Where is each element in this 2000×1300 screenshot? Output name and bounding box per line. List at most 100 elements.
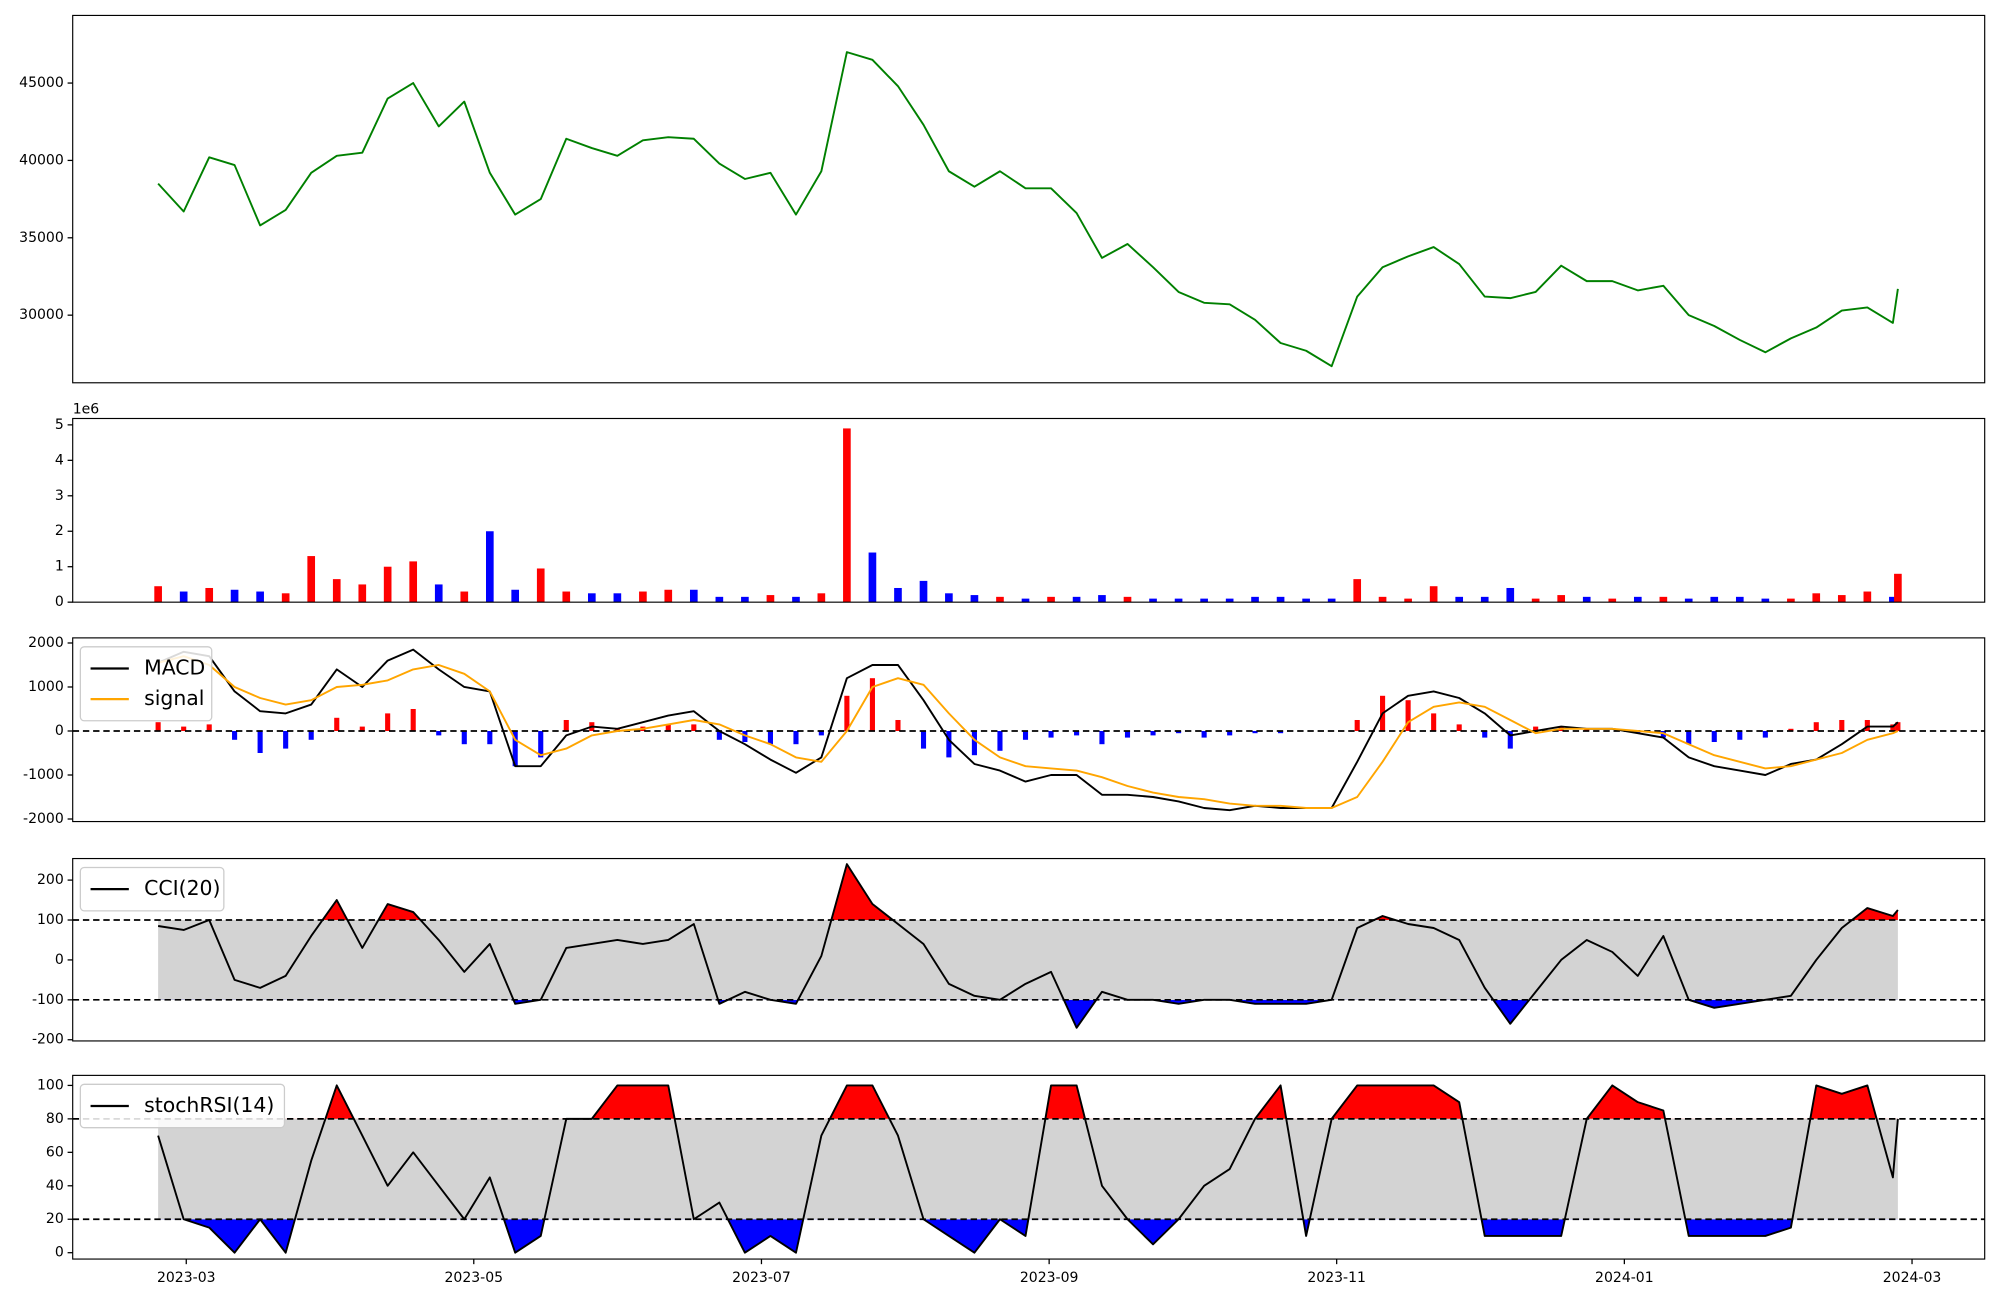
- histogram-bar: [283, 730, 289, 749]
- y-tick-label: 80: [46, 1111, 64, 1127]
- histogram-bar: [1813, 722, 1819, 731]
- histogram-bar: [155, 722, 161, 731]
- volume-bar: [843, 428, 851, 603]
- volume-bar: [307, 556, 316, 603]
- y-tick-label: 20: [46, 1211, 64, 1227]
- y-tick-label: 0: [55, 594, 64, 610]
- volume-bar: [894, 587, 902, 603]
- histogram-bar: [512, 730, 518, 767]
- volume-bar: [1123, 596, 1132, 603]
- volume-bar: [817, 593, 826, 603]
- series-line: [157, 655, 1899, 809]
- legend-label: CCI(20): [144, 876, 220, 900]
- histogram-bar: [691, 724, 697, 731]
- histogram-bar: [1895, 722, 1901, 731]
- x-tick-label: 2023-11: [1307, 1270, 1366, 1286]
- histogram-bar: [1482, 730, 1488, 738]
- volume-bar: [511, 589, 520, 603]
- volume-bar: [256, 591, 264, 603]
- y-tick-label: 40: [46, 1178, 64, 1194]
- histogram-bar: [257, 730, 263, 753]
- neutral-band: [158, 920, 1898, 1000]
- volume-bar: [1149, 598, 1157, 603]
- histogram-bar: [563, 719, 569, 731]
- y-tick-label: -100: [32, 992, 64, 1008]
- histogram-bar: [997, 730, 1003, 751]
- plot-frame: [72, 1074, 1986, 1260]
- volume-bar: [434, 584, 443, 603]
- plot-frame: [72, 857, 1986, 1042]
- histogram-bar: [1201, 730, 1207, 738]
- y-tick-label: 45000: [19, 75, 64, 91]
- histogram-bar: [1839, 719, 1845, 731]
- histogram-bar: [1431, 713, 1437, 731]
- volume-bar: [1200, 598, 1208, 603]
- volume-bar: [1812, 593, 1821, 603]
- volume-bar: [664, 589, 673, 603]
- volume-bar: [1072, 596, 1081, 603]
- histogram-bar: [1533, 726, 1539, 731]
- legend: MACD signal: [79, 646, 213, 722]
- histogram-bar: [1737, 730, 1743, 740]
- legend: CCI(20): [79, 866, 225, 912]
- histogram-bar: [1686, 730, 1692, 745]
- histogram-bar: [308, 730, 314, 740]
- histogram-bar: [359, 726, 365, 731]
- histogram-bar: [181, 726, 187, 731]
- y-tick-label: 0: [55, 952, 64, 968]
- volume-bar: [919, 580, 928, 603]
- histogram-bar: [920, 730, 927, 749]
- histogram-bar: [614, 728, 620, 731]
- y-tick-label: 30000: [19, 307, 64, 323]
- y-tick-label: 100: [37, 1077, 64, 1093]
- y-tick-label: 100: [37, 912, 64, 928]
- volume-bar: [766, 595, 775, 603]
- volume-bar: [383, 566, 392, 603]
- volume-bar: [689, 589, 698, 603]
- volume-bar: [715, 596, 724, 603]
- volume-bar: [1787, 598, 1795, 603]
- histogram-bar: [487, 730, 493, 745]
- x-tick-label: 2023-09: [1020, 1270, 1079, 1286]
- y-tick-label: -200: [32, 1032, 64, 1048]
- volume-bar: [945, 593, 953, 603]
- histogram-bar: [1252, 730, 1258, 734]
- volume-bar: [1047, 596, 1055, 603]
- histogram-bar: [742, 730, 748, 742]
- plot-area: [72, 15, 1985, 383]
- volume-bar: [1659, 596, 1668, 603]
- y-tick-label: 200: [37, 872, 64, 888]
- histogram-bar: [410, 708, 416, 731]
- volume-bar: [1455, 596, 1464, 603]
- volume-bar: [460, 591, 469, 603]
- histogram-bar: [461, 730, 467, 745]
- histogram-bar: [436, 730, 442, 736]
- plot-frame: [72, 637, 1986, 823]
- series-line: [157, 648, 1899, 812]
- y-tick-label: 0: [55, 1245, 64, 1261]
- volume-bar: [205, 587, 214, 603]
- y-tick-label: -1000: [23, 767, 64, 783]
- plot-area: [72, 637, 1985, 822]
- volume-bar: [230, 589, 239, 603]
- volume-bar: [613, 593, 622, 603]
- volume-bar: [1863, 591, 1872, 603]
- volume-bar: [1684, 598, 1693, 603]
- volume-bar: [1353, 579, 1362, 603]
- neutral-band: [158, 1118, 1898, 1220]
- volume-bar: [1225, 598, 1234, 603]
- histogram-bar: [1584, 728, 1590, 731]
- histogram-bar: [1354, 719, 1360, 731]
- volume-bar: [536, 568, 545, 603]
- volume-bar: [1429, 586, 1438, 603]
- legend: stochRSI(14): [79, 1083, 286, 1129]
- histogram-bar: [1762, 730, 1768, 738]
- histogram-bar: [767, 730, 773, 745]
- x-tick-label: 2024-03: [1883, 1270, 1942, 1286]
- histogram-bar: [385, 713, 391, 731]
- volume-bar: [868, 552, 877, 603]
- volume-bar: [741, 596, 749, 603]
- histogram-bar: [1074, 730, 1080, 736]
- volume-bar: [587, 593, 596, 603]
